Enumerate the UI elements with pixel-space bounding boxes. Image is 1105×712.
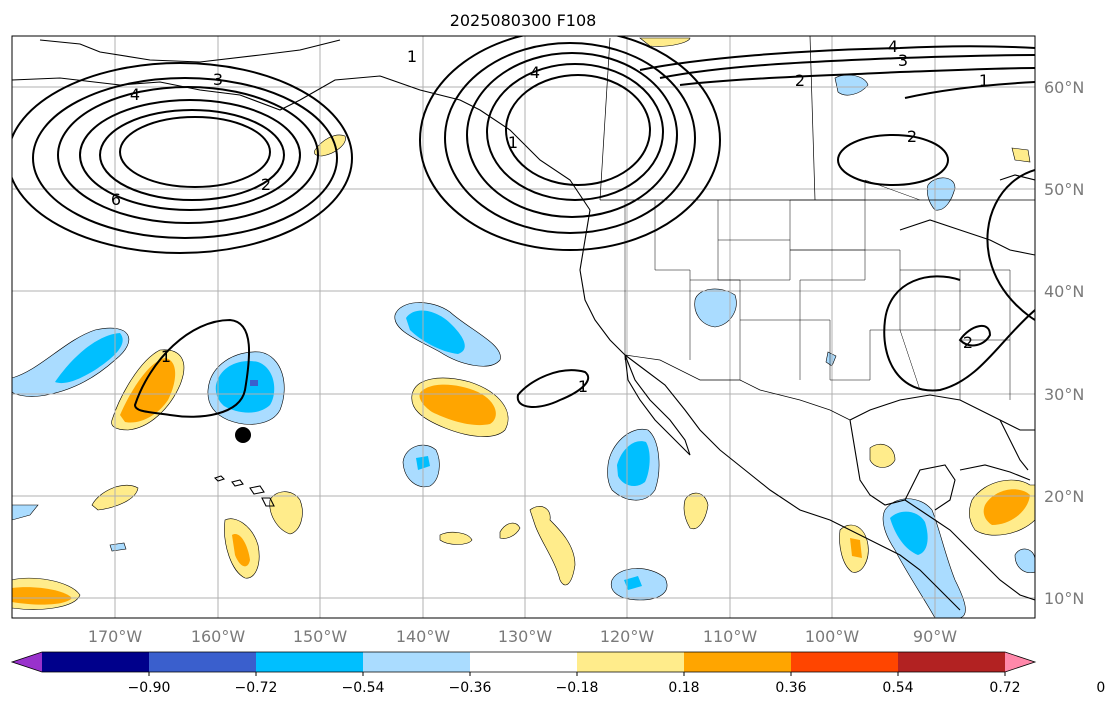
contour-label: 3 (898, 51, 908, 70)
contour-labels: 4 3 6 2 1 4 1 2 4 3 1 2 1 1 2 (111, 37, 989, 396)
positive-anomaly-core (850, 538, 862, 558)
colorbar-extend-max (1005, 652, 1035, 672)
positive-anomaly-core (12, 587, 72, 605)
colorbar-tick-label: 0.36 (775, 680, 806, 696)
lat-label: 10°N (1044, 589, 1084, 608)
contour-label: 1 (508, 133, 518, 152)
colorbar-extend-min (12, 652, 42, 672)
colorbar-segment (791, 652, 899, 672)
lat-label: 30°N (1044, 385, 1084, 404)
colorbar-tick-label: −0.72 (235, 680, 278, 696)
colorbar-outline (10, 651, 1037, 673)
negative-anomaly-core (624, 576, 642, 590)
colorbar-tick-label: −0.90 (128, 680, 171, 696)
lat-label: 50°N (1044, 180, 1084, 199)
positive-anomaly-area (314, 134, 346, 157)
positive-anomaly-area (529, 506, 576, 586)
negative-anomaly-core (55, 333, 123, 384)
lon-label: 110°W (703, 627, 758, 646)
positive-anomaly-core (983, 489, 1030, 525)
positive-anomaly-core (120, 358, 176, 423)
contour-label: 4 (130, 85, 140, 104)
negative-anomaly-core (406, 310, 465, 354)
positive-anomaly-area (683, 492, 709, 530)
contour-label: 1 (407, 47, 417, 66)
positive-anomaly-area (499, 522, 521, 539)
negative-anomaly-core (617, 441, 650, 487)
colorbar-tick-label: −0.36 (449, 680, 492, 696)
colorbar-tick-label: 0.72 (989, 680, 1020, 696)
state-borders (624, 179, 1011, 400)
positive-anomaly-area (1011, 147, 1031, 163)
colorbar-tick-label: 0.18 (668, 680, 699, 696)
contour-label: 2 (261, 175, 271, 194)
negative-anomaly-area (926, 177, 956, 211)
colorbar-tick-label: −0.54 (342, 680, 385, 696)
lon-label: 100°W (805, 627, 860, 646)
lon-label: 160°W (191, 627, 246, 646)
contour-label: 1 (161, 347, 171, 366)
colorbar-tick-label: 0.54 (882, 680, 913, 696)
contour-label: 6 (111, 190, 121, 209)
contour-label: 1 (979, 71, 989, 90)
lat-label: 60°N (1044, 78, 1084, 97)
contour-label: 3 (213, 70, 223, 89)
negative-anomaly-area (12, 504, 39, 521)
lon-label: 120°W (600, 627, 655, 646)
positive-anomaly-core (419, 384, 496, 426)
map-panel: 4 3 6 2 1 4 1 2 4 3 1 2 1 1 2 (11, 35, 1036, 619)
positive-anomaly-area (269, 491, 303, 535)
lat-label: 20°N (1044, 487, 1084, 506)
latitude-labels: 60°N 50°N 40°N 30°N 20°N 10°N (1044, 78, 1084, 608)
lat-label: 40°N (1044, 282, 1084, 301)
colorbar-segment (149, 652, 257, 672)
negative-anomaly-area (694, 288, 737, 328)
colorbar-tick-label: −0.18 (556, 680, 599, 696)
colorbar-segment (470, 652, 578, 672)
contour-label: 2 (963, 333, 973, 352)
negative-anomaly-core (890, 511, 928, 555)
contour-label: 4 (530, 63, 540, 82)
positive-anomaly-area (439, 531, 473, 545)
colorbar-segment (363, 652, 471, 672)
positive-anomaly-core (232, 534, 250, 567)
colorbar: −0.90 −0.72 −0.54 −0.36 −0.18 0.18 0.36 0.54 0.7… (10, 651, 1105, 696)
map-title: 2025080300 F108 (450, 11, 597, 30)
colorbar-segment (42, 652, 150, 672)
contour-label: 1 (578, 377, 588, 396)
contour-lines (12, 36, 1035, 418)
colorbar-segment (256, 652, 364, 672)
negative-anomaly-area (1014, 548, 1035, 573)
lon-label: 90°W (913, 627, 957, 646)
lon-label: 140°W (396, 627, 451, 646)
colorbar-segment (684, 652, 792, 672)
map-frame (11, 35, 1036, 619)
map-background (12, 36, 1035, 618)
lon-label: 170°W (88, 627, 143, 646)
negative-anomaly-peak (250, 380, 258, 386)
longitude-labels: 170°W 160°W 150°W 140°W 130°W 120°W 110°… (88, 627, 957, 646)
colorbar-tick-label: 0.90 (1096, 680, 1105, 696)
lon-label: 150°W (293, 627, 348, 646)
lon-label: 130°W (498, 627, 553, 646)
contour-label: 2 (795, 71, 805, 90)
colorbar-segment (898, 652, 1006, 672)
location-marker (235, 427, 251, 443)
contour-label: 2 (907, 127, 917, 146)
shaded-anomaly-fields (12, 37, 1035, 618)
contour-label: 4 (888, 37, 898, 56)
negative-anomaly-area (109, 542, 127, 552)
colorbar-segment (577, 652, 685, 672)
positive-anomaly-area (869, 444, 896, 468)
